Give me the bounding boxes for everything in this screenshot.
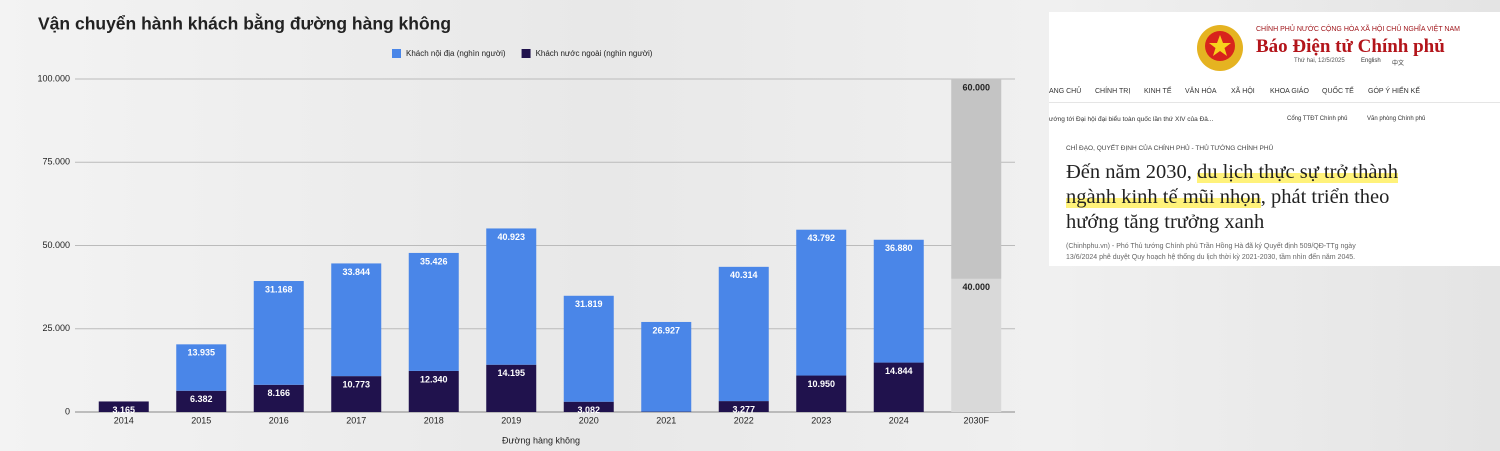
bar-segment [253,281,304,385]
data-label: 40.923 [497,232,525,242]
date: Thứ hai, 12/5/2025 [1294,58,1345,64]
headline: Đến năm 2030, du lịch thực sự trở thành … [1066,160,1411,235]
news-clip: CHÍNH PHỦ NƯỚC CỘNG HÒA XÃ HỘI CHỦ NGHĨA… [1049,12,1500,266]
site-name: Báo Điện tử Chính phủ [1256,36,1445,57]
data-label: 33.844 [342,267,370,277]
summary: (Chinhphu.vn) - Phó Thủ tướng Chính phủ … [1066,243,1356,261]
bar-segment [718,401,769,412]
legend-label: Khách nước ngoài (nghìn người) [536,49,653,58]
y-tick-label: 0 [65,406,70,416]
bar-segment [641,321,692,412]
bar-segment [253,384,304,412]
bar-segment [98,401,149,412]
legend-label: Khách nội địa (nghìn người) [406,49,506,58]
data-label: 31.168 [265,284,293,294]
language[interactable]: English [1361,58,1381,64]
data-label: 3.082 [577,405,600,415]
headline-part: , phát triển theo hướng tăng trưởng xanh [1066,186,1390,233]
language[interactable]: 中文 [1392,61,1405,67]
nav-item[interactable]: VĂN HÓA [1185,88,1217,95]
legend-swatch [521,49,531,58]
data-label: 31.819 [575,299,603,309]
x-tick-label: 2017 [346,415,366,425]
data-label: 60.000 [962,82,990,92]
government: CHÍNH PHỦ NƯỚC CỘNG HÒA XÃ HỘI CHỦ NGHĨA… [1256,26,1460,33]
y-tick-label: 100.000 [37,73,70,83]
nav-item[interactable]: GÓP Ý HIẾN KẾ [1368,88,1420,95]
x-tick-label: 2015 [191,415,211,425]
bar-segment [176,390,227,412]
bar-segment [951,79,1002,279]
bar-segment [873,362,924,412]
x-tick-label: 2018 [424,415,444,425]
x-tick-label: 2019 [501,415,521,425]
headline-part: Đến năm 2030, [1066,161,1197,183]
nav-item[interactable]: KHOA GIÁO [1270,88,1309,95]
data-label: 26.927 [652,325,680,335]
chart: Vận chuyển hành khách bằng đường hàng kh… [37,13,1015,445]
x-tick-label: 2022 [734,415,754,425]
x-tick-label: 2024 [889,415,909,425]
nav: ANG CHỦ CHÍNH TRỊ KINH TẾ VĂN HÓA XÃ HỘI… [1049,86,1500,103]
data-label: 8.166 [267,388,290,398]
bar-segment [796,229,847,376]
x-tick-label: 2016 [269,415,289,425]
x-axis-label: Đường hàng không [502,435,580,445]
y-tick-label: 50.000 [42,240,70,250]
data-label: 10.950 [807,379,835,389]
data-label: 14.195 [497,368,525,378]
y-tick-label: 25.000 [42,323,70,333]
link[interactable]: Cổng TTĐT Chính phủ [1287,116,1348,122]
x-tick-label: 2030F [963,415,989,425]
data-label: 35.426 [420,256,448,266]
data-label: 14.844 [885,366,913,376]
bar-segment [718,266,769,402]
link[interactable]: Văn phòng Chính phủ [1367,116,1426,122]
category[interactable]: CHỈ ĐẠO, QUYẾT ĐỊNH CỦA CHÍNH PHỦ - THỦ … [1066,145,1274,152]
nav-item[interactable]: KINH TẾ [1144,88,1172,95]
bar-segment [331,376,382,412]
legend-swatch [392,49,401,58]
bar-segment [951,278,1002,412]
data-label: 6.382 [190,394,213,404]
bar-segment [331,263,382,377]
nav-item[interactable]: XÃ HỘI [1231,88,1255,95]
data-label: 12.340 [420,374,448,384]
x-tick-label: 2020 [579,415,599,425]
bar-segment [873,239,924,363]
data-label: 3.165 [112,405,135,415]
nav-item[interactable]: CHÍNH TRỊ [1095,88,1131,95]
bar-segment [486,228,537,365]
x-tick-label: 2021 [656,415,676,425]
data-label: 36.880 [885,243,913,253]
ticker[interactable]: ướng tới Đại hội đại biểu toàn quốc lần … [1049,116,1214,123]
y-tick-label: 75.000 [42,157,70,167]
bar-segment [486,364,537,412]
chart-title: Vận chuyển hành khách bằng đường hàng kh… [38,13,451,34]
data-label: 10.773 [342,380,370,390]
emblem [1197,25,1243,71]
x-tick-label: 2014 [114,415,134,425]
data-label: 43.792 [807,233,835,243]
data-label: 13.935 [187,348,215,358]
bar-segment [563,295,614,402]
bar-segment [408,370,459,412]
nav-item[interactable]: QUỐC TẾ [1322,88,1354,95]
bar-segment [563,401,614,412]
data-label: 40.000 [962,282,990,292]
bar-segment [796,375,847,412]
data-label: 40.314 [730,270,758,280]
nav-item[interactable]: ANG CHỦ [1049,88,1082,95]
bar-segment [408,252,459,371]
bar-segment [176,344,227,391]
x-tick-label: 2023 [811,415,831,425]
data-label: 3.277 [732,404,755,414]
